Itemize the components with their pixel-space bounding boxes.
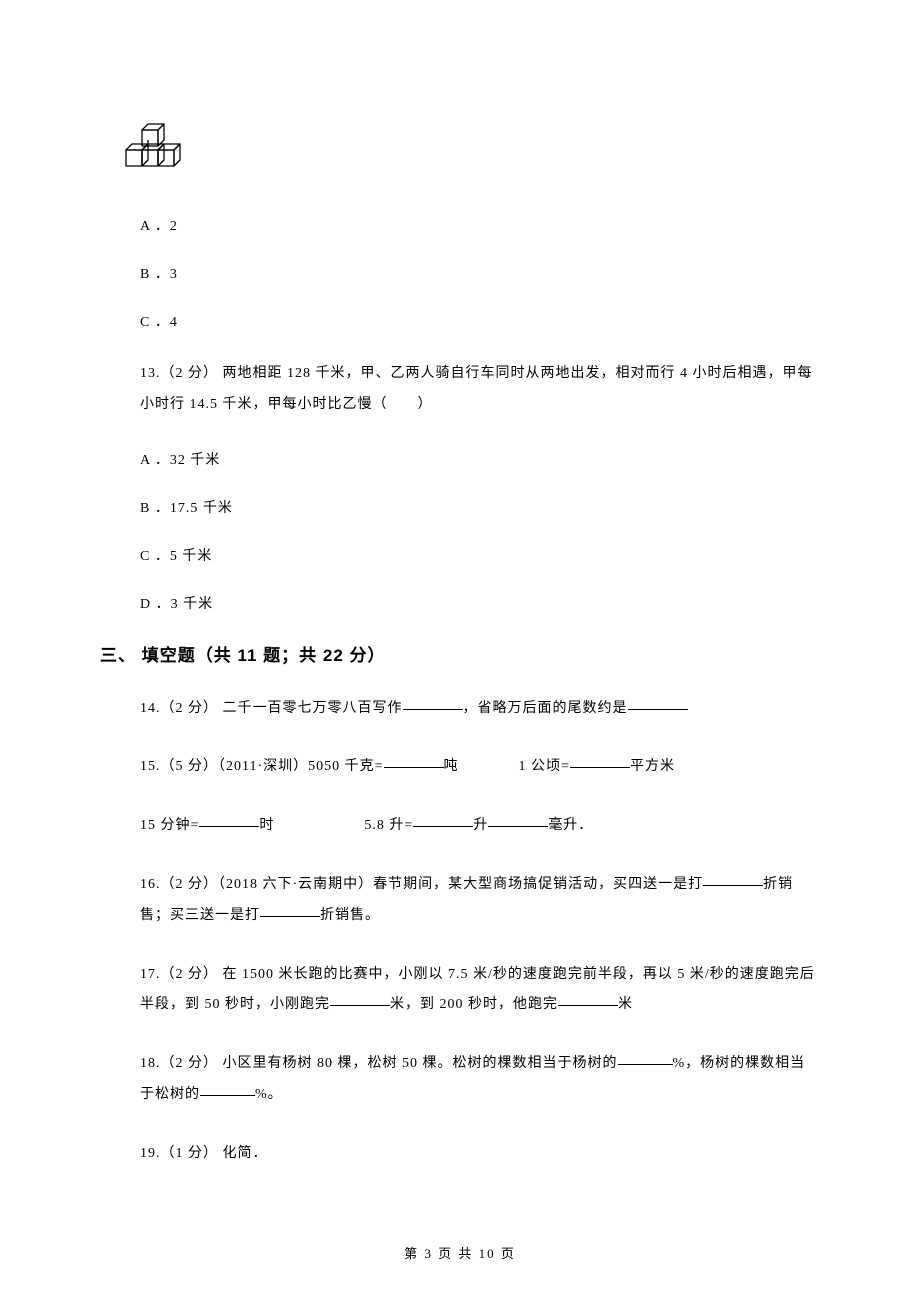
q16-c: 折销售。	[320, 908, 380, 923]
q12-option-c: C ．4	[140, 311, 820, 331]
q16: 16.（2 分）（2018 六下·云南期中）春节期间，某大型商场搞促销活动，买四…	[140, 870, 820, 932]
cube-figure	[120, 120, 820, 175]
q18-c: %。	[255, 1087, 283, 1102]
q14: 14.（2 分） 二千一百零七万零八百写作 ，省略万后面的尾数约是	[140, 694, 820, 725]
q13-stem: 13.（2 分） 两地相距 128 千米，甲、乙两人骑自行车同时从两地出发，相对…	[140, 359, 820, 421]
q18-blank1	[618, 1051, 673, 1065]
q14-blank1	[403, 696, 463, 710]
q18-blank2	[200, 1082, 255, 1096]
q15-line2: 15 分钟= 时 5.8 升= 升 毫升．	[140, 811, 820, 842]
q14-blank2	[628, 696, 688, 710]
q16-blank1	[703, 872, 763, 886]
q15-blank5	[488, 813, 548, 827]
cube-svg	[120, 120, 198, 170]
q15-l2a: 15 分钟=	[140, 818, 199, 833]
q15-l1c: 1 公顷=	[519, 759, 570, 774]
q17-c: 米	[618, 997, 633, 1012]
q18: 18.（2 分） 小区里有杨树 80 棵，松树 50 棵。松树的棵数相当于杨树的…	[140, 1049, 820, 1111]
q15-blank4	[413, 813, 473, 827]
q15-blank1	[384, 754, 444, 768]
q15-l1a: 15.（5 分）（2011·深圳）5050 千克=	[140, 759, 384, 774]
q14-mid: ，省略万后面的尾数约是	[463, 701, 628, 716]
q16-blank2	[260, 903, 320, 917]
q13-option-b: B ．17.5 千米	[140, 497, 820, 517]
q15-l2b: 时	[259, 818, 274, 833]
q14-prefix: 14.（2 分） 二千一百零七万零八百写作	[140, 701, 403, 716]
q18-a: 18.（2 分） 小区里有杨树 80 棵，松树 50 棵。松树的棵数相当于杨树的	[140, 1056, 618, 1071]
q15-l2c: 5.8 升=	[364, 818, 413, 833]
q12-option-a: A ．2	[140, 215, 820, 235]
q13-option-c: C ．5 千米	[140, 545, 820, 565]
q15-l2e: 毫升．	[548, 818, 593, 833]
q17-blank2	[558, 992, 618, 1006]
q17: 17.（2 分） 在 1500 米长跑的比赛中，小刚以 7.5 米/秒的速度跑完…	[140, 960, 820, 1022]
q15-l1d: 平方米	[630, 759, 675, 774]
q12-option-b: B ．3	[140, 263, 820, 283]
q15-l1b: 吨	[444, 759, 459, 774]
q13-option-d: D ．3 千米	[140, 593, 820, 613]
q17-b: 米，到 200 秒时，他跑完	[390, 997, 558, 1012]
q15-line1: 15.（5 分）（2011·深圳）5050 千克= 吨 1 公顷= 平方米	[140, 752, 820, 783]
q17-blank1	[330, 992, 390, 1006]
q15-blank2	[570, 754, 630, 768]
section3-heading: 三、 填空题（共 11 题；共 22 分）	[100, 641, 820, 666]
page-footer: 第 3 页 共 10 页	[0, 1243, 920, 1262]
q16-a: 16.（2 分）（2018 六下·云南期中）春节期间，某大型商场搞促销活动，买四…	[140, 877, 703, 892]
q15-blank3	[199, 813, 259, 827]
q15-l2d: 升	[473, 818, 488, 833]
q13-option-a: A ．32 千米	[140, 449, 820, 469]
q19: 19.（1 分） 化简．	[140, 1139, 820, 1170]
